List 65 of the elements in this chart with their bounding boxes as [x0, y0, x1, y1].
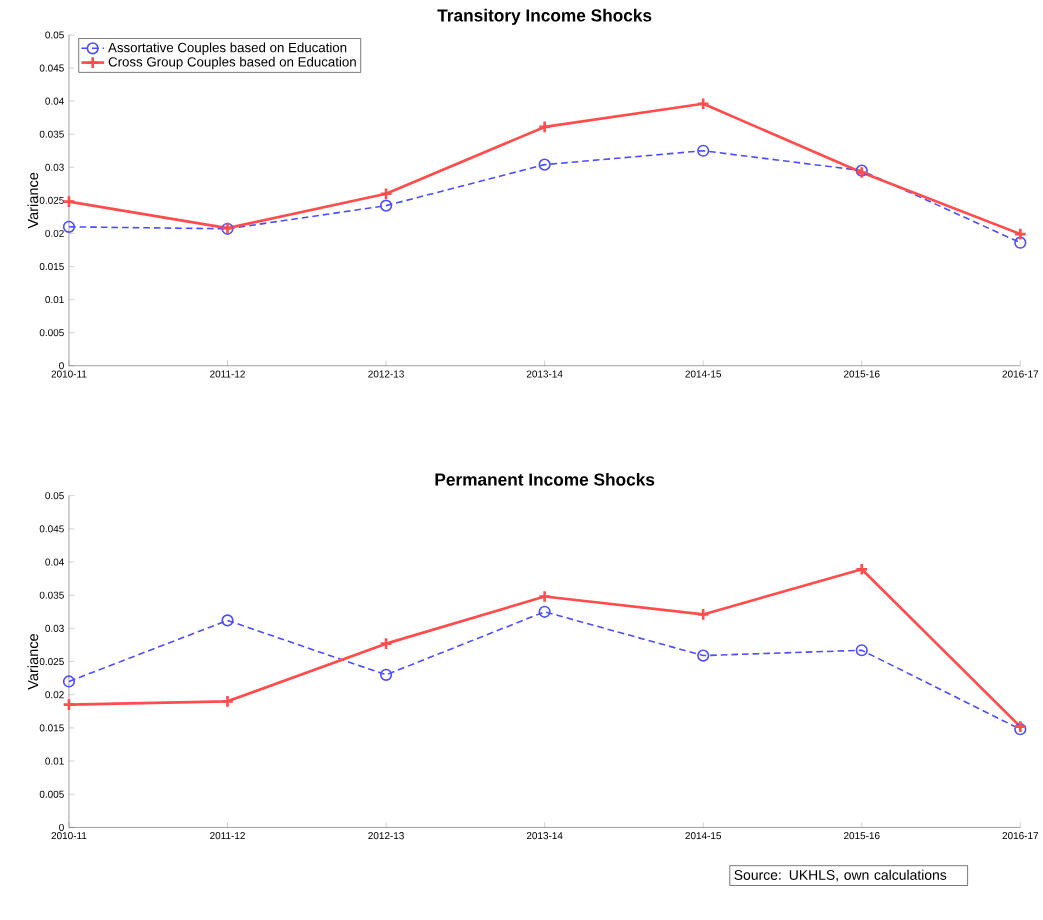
point	[538, 158, 551, 171]
point	[538, 605, 551, 618]
x-tick-label: 2013-14	[526, 370, 563, 378]
point	[1013, 227, 1027, 241]
y-tick-label: 0.045	[39, 525, 64, 533]
legend-label: Assortative Couples based on Education	[108, 42, 347, 55]
x-tick-label: 2010-11	[51, 831, 87, 839]
y-tick-label: 0.035	[39, 591, 64, 599]
x-tick-label: 2014-15	[685, 831, 722, 839]
y-tick-label: 0.03	[45, 624, 64, 632]
y-tick-label: 0.025	[39, 196, 64, 204]
point	[697, 649, 710, 662]
y-tick-label: 0.025	[39, 657, 64, 665]
y-tick-label: 0.005	[39, 328, 64, 336]
point	[379, 668, 393, 681]
chart-title: Permanent Income Shocks	[435, 472, 655, 486]
y-tick-label: 0.05	[45, 491, 64, 499]
point	[62, 194, 76, 209]
x-tick-label: 2016-17	[1002, 370, 1039, 378]
point	[379, 186, 393, 201]
y-tick-label: 0.03	[45, 163, 64, 171]
y-tick-label: 0.04	[45, 558, 64, 566]
legend-label: Cross Group Couples based on Education	[108, 56, 356, 69]
x-tick-label: 2013-14	[526, 831, 563, 839]
y-tick-label: 0.005	[39, 790, 64, 798]
y-axis-title: Variance	[27, 172, 39, 229]
y-tick-label: 0	[59, 362, 64, 370]
y-axis-title: Variance	[27, 633, 39, 690]
x-tick-label: 2012-13	[368, 370, 404, 378]
x-tick-label: 2014-15	[685, 370, 722, 378]
y-tick-label: 0.04	[45, 97, 64, 105]
x-tick-label: 2011-12	[210, 370, 245, 378]
y-tick-label: 0.05	[45, 31, 64, 39]
point	[855, 643, 868, 657]
point	[538, 120, 552, 134]
point	[855, 562, 869, 576]
x-tick-label: 2016-17	[1002, 831, 1039, 839]
point	[696, 607, 710, 621]
point	[696, 96, 710, 111]
source-note: Source: UKHLS, own calculations	[734, 869, 947, 882]
x-tick-label: 2012-13	[368, 831, 404, 839]
y-tick-label: 0.01	[45, 295, 64, 303]
y-tick-label: 0.035	[39, 130, 64, 138]
x-tick-label: 2015-16	[843, 370, 880, 378]
y-tick-label: 0.02	[45, 229, 64, 237]
point	[379, 199, 393, 212]
y-tick-label: 0	[59, 823, 64, 831]
point	[1014, 236, 1027, 249]
y-tick-label: 0.01	[45, 757, 64, 765]
chart-title: Transitory Income Shocks	[437, 8, 652, 25]
point	[220, 694, 235, 708]
x-tick-label: 2011-12	[210, 831, 245, 839]
point	[538, 589, 552, 603]
x-tick-label: 2015-16	[843, 831, 880, 839]
point	[697, 144, 710, 157]
point	[62, 675, 76, 688]
y-tick-label: 0.045	[39, 64, 64, 72]
y-tick-label: 0.015	[39, 262, 64, 270]
point	[221, 614, 234, 627]
point	[62, 697, 76, 712]
y-tick-label: 0.02	[45, 691, 64, 699]
y-tick-label: 0.015	[39, 724, 64, 732]
point	[379, 636, 393, 651]
x-tick-label: 2010-11	[51, 370, 87, 378]
point	[62, 220, 76, 233]
